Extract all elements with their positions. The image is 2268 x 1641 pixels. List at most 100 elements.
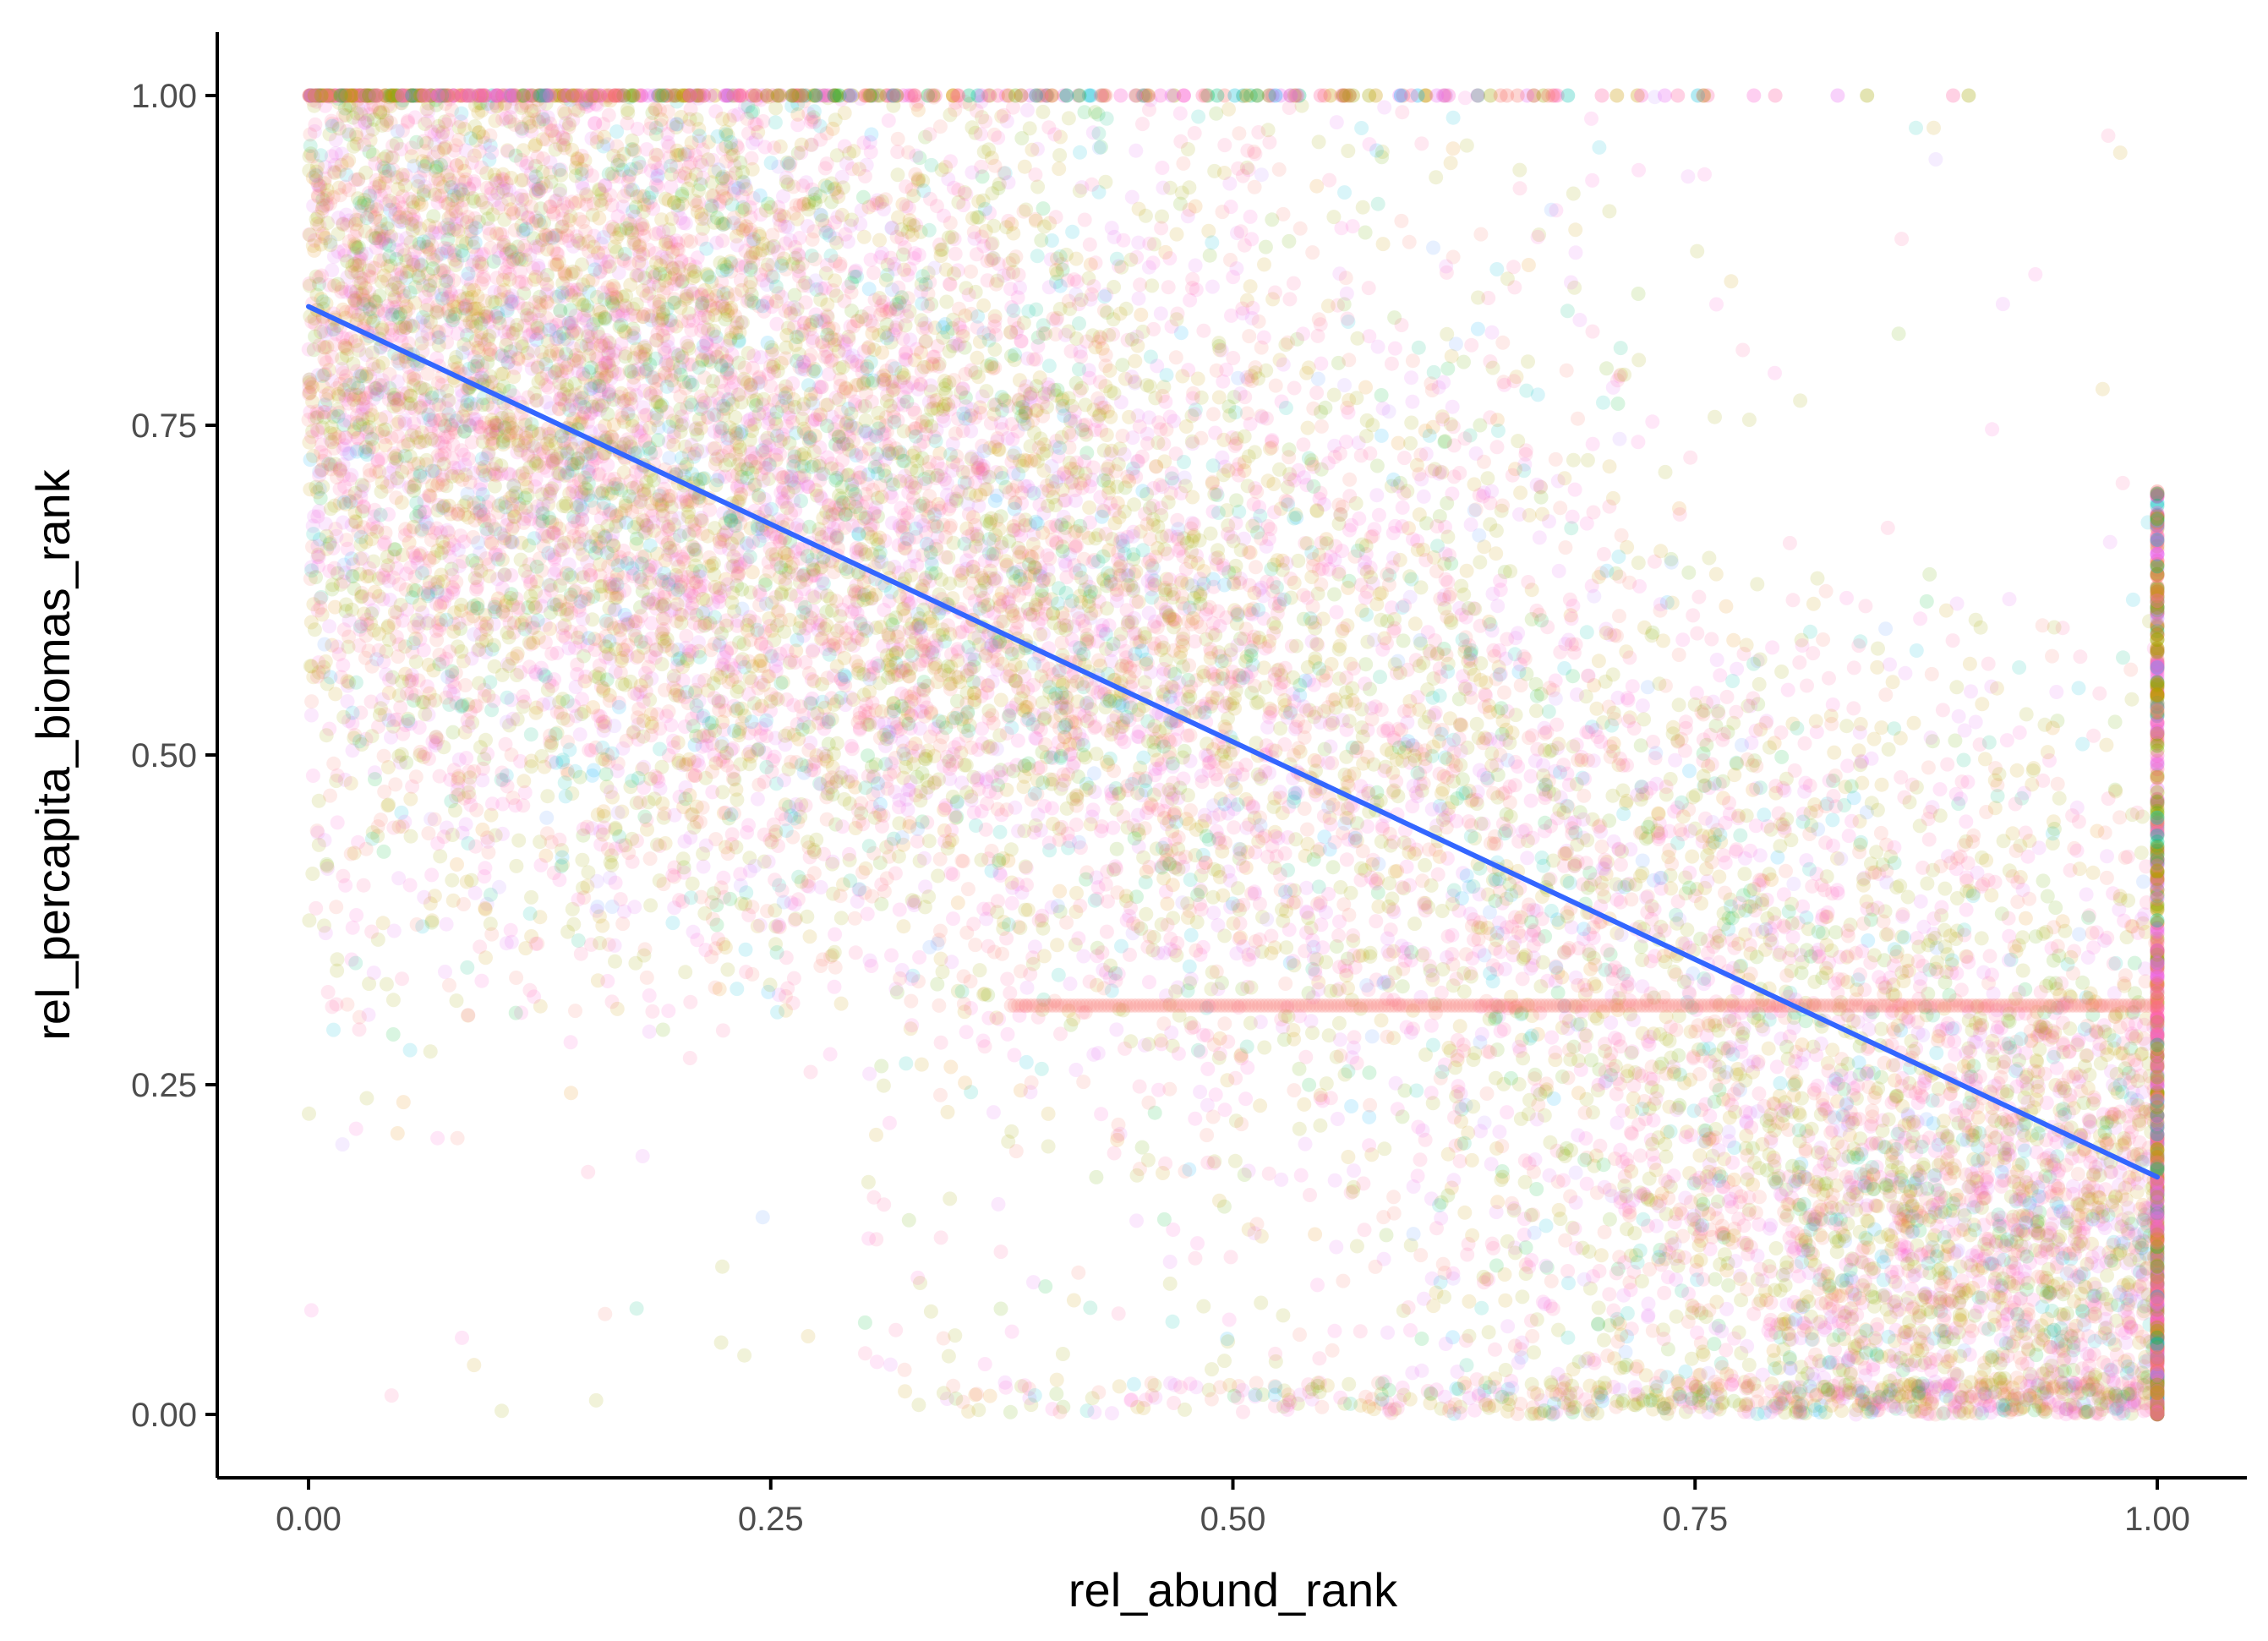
data-point [922,275,937,290]
data-point [1387,341,1402,356]
data-point [975,466,990,481]
data-point [844,518,860,533]
data-point [2085,865,2101,880]
data-point [1872,1169,1888,1184]
data-point [1025,142,1040,157]
data-point [583,568,598,583]
data-point [767,140,782,156]
data-point [1146,561,1161,576]
data-point [555,755,571,770]
data-point [567,513,582,528]
data-point [524,889,538,905]
data-point [1025,717,1041,732]
data-point [2080,950,2096,965]
data-point [1565,509,1580,524]
data-point [1418,895,1433,911]
data-point [1571,1128,1586,1143]
data-point [1991,1020,2006,1035]
data-point [1203,699,1218,714]
data-point [1548,451,1563,467]
data-point [1145,558,1160,573]
data-point [1249,1217,1265,1232]
data-point [303,1303,319,1318]
data-point [2009,763,2025,778]
data-point [1069,885,1084,900]
data-point [1597,1332,1611,1348]
data-point [347,237,362,251]
data-point [1402,234,1417,249]
data-point [1000,971,1015,987]
data-point [1866,731,1882,747]
data-point [2063,1021,2078,1037]
data-point [1386,944,1402,959]
data-point [329,900,344,915]
data-point [819,812,834,827]
data-point [628,388,643,402]
data-point [1050,938,1065,953]
data-point [1336,1273,1351,1288]
data-point [1162,713,1178,728]
data-point [369,386,385,402]
data-point [609,567,625,583]
data-point [828,927,843,942]
data-point [1363,1097,1378,1113]
data-point [1409,457,1424,473]
data-point [332,405,347,420]
data-point [1041,1106,1056,1121]
data-point [1028,167,1043,183]
data-point [1713,668,1728,683]
data-point [1921,832,1937,847]
data-point [1921,760,1936,775]
data-point [1505,1195,1519,1211]
data-point [1603,627,1618,643]
data-point [1395,105,1410,120]
data-point [1919,1112,1934,1127]
data-point [856,229,872,244]
data-point [1939,1161,1954,1176]
data-point [860,906,875,922]
data-point [842,145,857,161]
data-point [1633,1148,1648,1163]
data-point [1990,1153,2005,1168]
data-point [589,313,604,328]
data-point [1129,143,1144,158]
data-point [1524,583,1539,598]
data-point [355,286,370,301]
data-point [564,1086,578,1101]
data-point [2012,660,2027,675]
data-point [1325,860,1341,875]
data-point [655,508,670,523]
data-point [1996,1219,2011,1234]
data-point [434,617,449,632]
data-point [1278,401,1293,415]
data-point [887,374,902,389]
data-point [1926,120,1941,135]
data-point [1247,179,1262,194]
data-point [1708,409,1722,424]
data-point [345,920,360,935]
data-point [1292,221,1308,236]
data-point [2090,1206,2105,1221]
data-point [806,444,822,459]
data-point [1507,1240,1522,1255]
points-layer [301,88,2165,1422]
data-point [1407,916,1422,932]
data-point [2015,963,2030,978]
data-point [899,792,915,807]
data-point [1484,325,1500,340]
data-point [1861,1257,1876,1272]
data-point [743,249,758,264]
data-point [1730,811,1746,826]
data-point [683,994,698,1009]
data-point [1354,603,1369,618]
data-point [1375,237,1391,252]
data-point [552,872,567,888]
data-point [1327,1173,1342,1188]
data-point [309,900,324,916]
data-point [1424,1271,1440,1286]
data-point [705,785,720,800]
data-point [1331,928,1347,944]
data-point [2062,1105,2076,1120]
data-point [1395,500,1410,515]
data-point [957,475,972,490]
